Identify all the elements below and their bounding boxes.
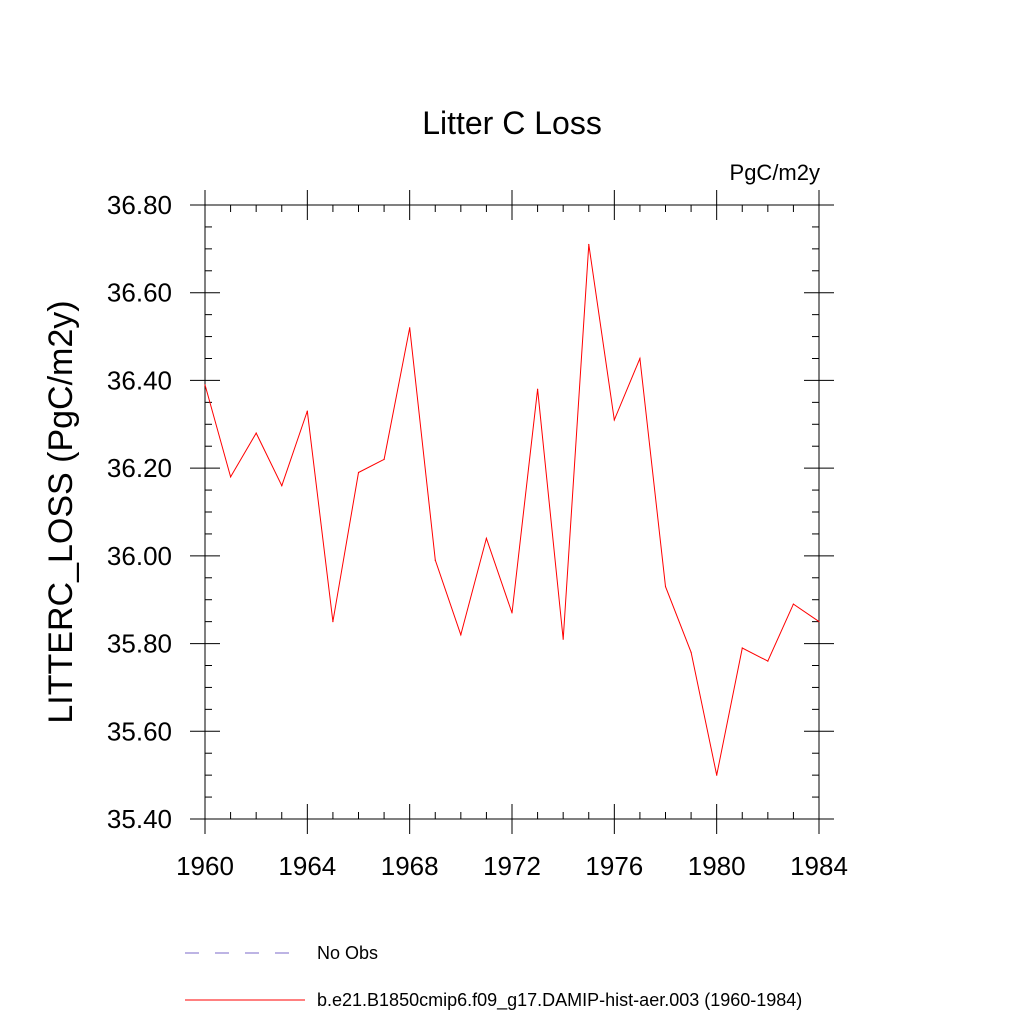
units-label: PgC/m2y bbox=[730, 160, 820, 185]
data-point bbox=[767, 660, 769, 662]
data-point bbox=[357, 471, 360, 474]
data-point bbox=[229, 476, 232, 478]
data-point bbox=[716, 774, 718, 776]
data-point bbox=[281, 485, 283, 487]
y-tick-label: 36.40 bbox=[107, 365, 172, 395]
data-point bbox=[690, 651, 692, 653]
legend-label-no-obs: No Obs bbox=[317, 943, 378, 963]
data-point bbox=[306, 410, 308, 412]
x-tick-label: 1964 bbox=[278, 851, 336, 881]
y-tick-label: 36.80 bbox=[107, 190, 172, 220]
y-axis-label: LITTERC_LOSS (PgC/m2y) bbox=[42, 300, 80, 723]
data-point bbox=[741, 647, 743, 649]
data-point bbox=[588, 243, 590, 246]
series-line bbox=[204, 244, 820, 776]
data-point bbox=[562, 638, 564, 640]
y-tick-label: 35.40 bbox=[107, 804, 172, 834]
data-point bbox=[792, 603, 795, 605]
chart-title: Litter C Loss bbox=[422, 105, 602, 141]
y-tick-label: 36.60 bbox=[107, 278, 172, 308]
minor-ticks bbox=[205, 205, 819, 819]
y-tick-label: 36.00 bbox=[107, 541, 172, 571]
series-layer bbox=[204, 243, 820, 776]
x-tick-label: 1960 bbox=[176, 851, 234, 881]
x-tick-label: 1984 bbox=[790, 851, 848, 881]
data-point bbox=[664, 585, 667, 588]
legend-label-model: b.e21.B1850cmip6.f09_g17.DAMIP-hist-aer.… bbox=[317, 990, 802, 1011]
y-axis: 35.40 35.60 35.80 36.00 36.20 36.40 36.60 36.80 bbox=[107, 190, 834, 834]
legend: No Obs b.e21.B1850cmip6.f09_g17.DAMIP-hi… bbox=[185, 943, 802, 1011]
data-point bbox=[818, 621, 820, 623]
x-tick-label: 1972 bbox=[483, 851, 541, 881]
data-point bbox=[485, 537, 488, 539]
data-point bbox=[434, 559, 436, 561]
data-point bbox=[460, 634, 462, 636]
x-tick-label: 1968 bbox=[381, 851, 439, 881]
x-axis: 1960 1964 1968 1972 1976 1980 1984 bbox=[176, 190, 848, 881]
x-tick-label: 1980 bbox=[688, 851, 746, 881]
data-point bbox=[511, 612, 513, 614]
x-tick-label: 1976 bbox=[585, 851, 643, 881]
data-point bbox=[204, 384, 206, 386]
data-point bbox=[613, 419, 615, 421]
data-point bbox=[409, 327, 411, 329]
y-tick-label: 35.60 bbox=[107, 716, 172, 746]
data-point bbox=[255, 432, 257, 434]
data-point bbox=[332, 621, 334, 623]
data-point bbox=[536, 388, 539, 390]
y-tick-label: 36.20 bbox=[107, 453, 172, 483]
y-tick-label: 35.80 bbox=[107, 629, 172, 659]
data-point bbox=[383, 458, 385, 460]
data-point bbox=[639, 357, 641, 360]
